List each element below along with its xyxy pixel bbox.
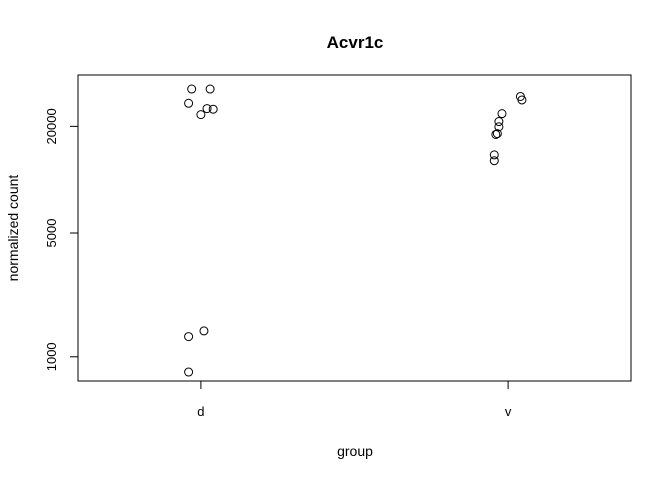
- data-point: [492, 129, 502, 139]
- plot-frame: [77, 74, 632, 382]
- y-tick-label: 5000: [44, 219, 59, 248]
- data-point: [494, 122, 504, 132]
- data-point: [489, 156, 499, 166]
- x-tick-label: d: [197, 404, 204, 419]
- data-point: [208, 104, 218, 114]
- x-tick-label: v: [505, 404, 512, 419]
- chart-title: Acvr1c: [327, 33, 384, 52]
- data-point: [199, 326, 209, 336]
- data-point: [497, 109, 507, 119]
- data-point: [205, 84, 215, 94]
- data-point: [491, 129, 501, 139]
- x-axis-label: group: [337, 443, 373, 459]
- data-point: [184, 332, 194, 342]
- data-point: [494, 117, 504, 127]
- data-point: [187, 84, 197, 94]
- y-axis-label: normalized count: [5, 175, 21, 282]
- data-points: [184, 84, 527, 377]
- data-point: [184, 367, 194, 377]
- y-axis: 1000 5000 20000: [44, 108, 79, 371]
- data-point: [202, 104, 212, 114]
- data-point: [489, 150, 499, 160]
- data-point: [196, 110, 206, 120]
- y-tick-label: 20000: [44, 108, 59, 144]
- data-point: [517, 95, 527, 105]
- y-tick-label: 1000: [44, 342, 59, 371]
- data-point: [184, 98, 194, 108]
